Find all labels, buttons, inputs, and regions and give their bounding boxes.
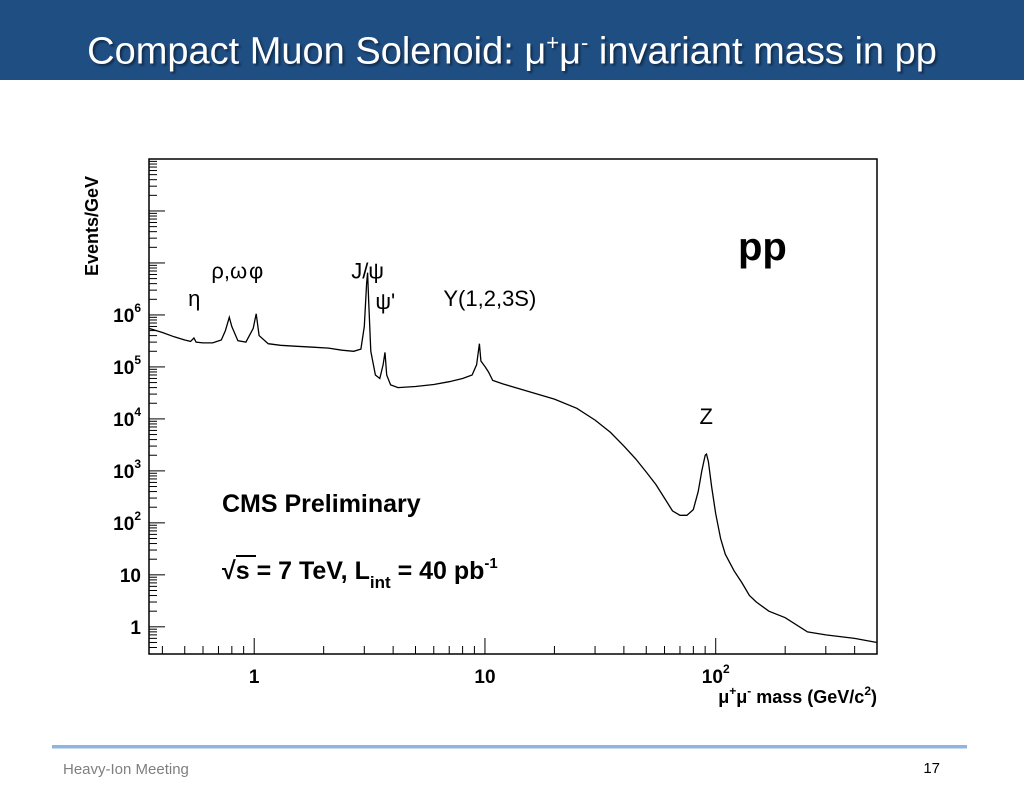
spectrum-line (148, 272, 878, 644)
x-label-mu-2: μ (736, 687, 747, 707)
peak-label: Z (700, 404, 713, 429)
int-subscript: int (370, 573, 391, 592)
y-tick-label: 102 (113, 509, 141, 535)
lumi-text: = 40 pb (391, 557, 485, 585)
peak-label: ρ,ω (211, 259, 247, 284)
y-tick-label: 103 (113, 457, 141, 483)
x-axis-label: μ+μ- mass (GeV/c2) (718, 684, 877, 707)
page-number: 17 (923, 760, 940, 777)
peak-label: J/ψ (351, 259, 384, 284)
x-label-sup-1: + (729, 684, 736, 698)
peak-label: Υ(1,2,3S) (443, 286, 536, 311)
x-label-sup-2: - (747, 684, 751, 698)
y-axis-label: Events/GeV (82, 176, 102, 276)
plot-frame (148, 158, 878, 655)
title-suffix: invariant mass in pp (588, 30, 937, 73)
title-prefix: Compact Muon Solenoid: (87, 30, 525, 73)
x-label-close: ) (871, 687, 877, 707)
y-tick-label: 1 (130, 618, 141, 639)
title-bar (0, 0, 1024, 80)
x-tick-label: 1 (249, 667, 260, 688)
title-mu-1: μ (524, 30, 547, 73)
peak-label: η (188, 286, 200, 311)
energy-lumi-label: √s = 7 TeV, Lint = 40 pb-1 (222, 555, 498, 592)
slide-title: Compact Muon Solenoid: μ+μ- invariant ma… (0, 0, 1024, 80)
y-tick-label: 104 (113, 405, 141, 431)
lumi-superscript: -1 (484, 555, 497, 572)
footer-text: Heavy-Ion Meeting (63, 761, 189, 778)
x-tick-label: 102 (702, 662, 730, 688)
y-tick-label: 106 (113, 301, 141, 327)
y-tick-label: 10 (120, 566, 141, 587)
energy-text: s = 7 TeV, L (236, 557, 370, 585)
cms-preliminary-label: CMS Preliminary (222, 490, 421, 518)
peak-label: ψ' (375, 289, 395, 314)
title-mu-2: μ (559, 30, 582, 73)
title-sup-2: - (581, 30, 589, 55)
sqrt-sign: √ (222, 557, 236, 585)
axis-tick-labels: 1 10 102 1 10 102 103 104 105 106 (113, 301, 730, 688)
peak-labels: η ρ,ω φ J/ψ ψ' Υ(1,2,3S) Z (188, 259, 713, 429)
y-tick-label: 105 (113, 353, 141, 379)
x-tick-label: 10 (474, 667, 495, 688)
peak-label: φ (249, 259, 263, 284)
x-label-text: mass (GeV/c (751, 687, 864, 707)
x-label-mu-1: μ (718, 687, 729, 707)
x-label-sup-3: 2 (864, 684, 871, 698)
title-sup-1: + (546, 30, 560, 55)
axis-ticks (149, 160, 878, 655)
footer-divider (52, 745, 967, 748)
pp-annotation: pp (738, 225, 787, 269)
